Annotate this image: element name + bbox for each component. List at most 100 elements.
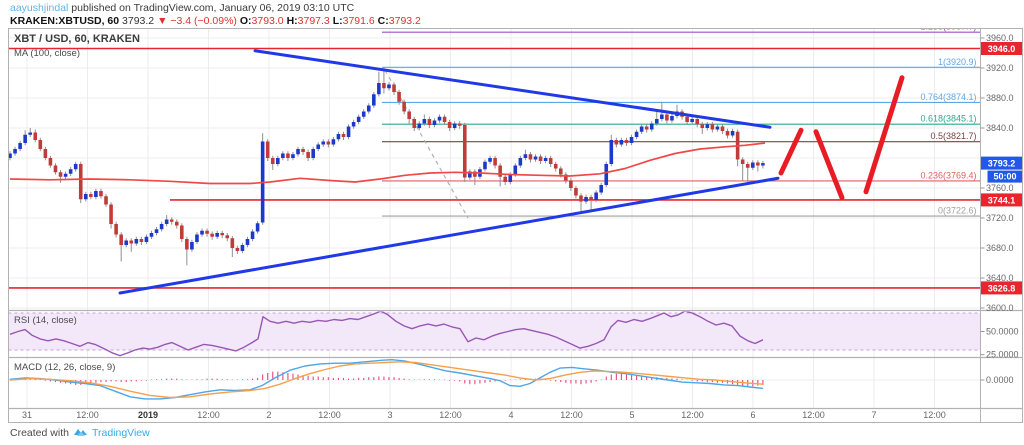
candle-body-up xyxy=(488,158,492,162)
candle xyxy=(488,155,492,164)
candle xyxy=(654,110,659,126)
price-axis-label-box xyxy=(981,42,1022,55)
candle-body-up xyxy=(508,174,513,182)
candle xyxy=(164,215,169,227)
candle-body-down xyxy=(720,126,725,131)
fib-level-label: 1.236(3967.7) xyxy=(920,22,976,32)
candle-body-up xyxy=(356,116,361,122)
price-axis-label-box xyxy=(981,193,1022,207)
candle-body-up xyxy=(518,158,523,166)
candle xyxy=(690,116,694,125)
candle xyxy=(756,160,760,172)
candle xyxy=(296,146,300,157)
candle xyxy=(705,122,710,131)
candle xyxy=(89,191,93,200)
candle xyxy=(407,109,411,125)
candle xyxy=(457,121,462,129)
candle-body-up xyxy=(23,134,27,143)
candle-body-down xyxy=(624,140,629,143)
candle-body-down xyxy=(756,162,760,166)
candle xyxy=(174,219,179,229)
candle xyxy=(245,236,250,248)
candle xyxy=(260,133,265,225)
candle xyxy=(265,139,270,161)
price-axis-label-text: 3946.0 xyxy=(988,44,1016,54)
candle-body-down xyxy=(220,233,225,236)
candle-body-down xyxy=(685,116,689,122)
candle-body-down xyxy=(58,172,63,177)
candle-body-up xyxy=(276,158,280,164)
candle-body-down xyxy=(695,119,700,125)
candle xyxy=(468,169,472,180)
candle-body-up xyxy=(649,123,654,130)
candle-body-up xyxy=(594,192,598,200)
candle-body-up xyxy=(94,191,98,197)
candle xyxy=(624,137,629,146)
candle-body-up xyxy=(68,169,73,174)
candle xyxy=(584,194,588,204)
candle xyxy=(53,163,58,175)
outer-frame xyxy=(8,28,1023,423)
candle-body-down xyxy=(326,141,331,145)
candles-series xyxy=(8,67,765,266)
candle-body-up xyxy=(28,132,33,135)
candle xyxy=(493,155,497,169)
rsi-legend: RSI (14, close) xyxy=(14,315,77,326)
candle xyxy=(579,193,583,213)
candle-body-down xyxy=(397,92,401,102)
last-price-box xyxy=(981,156,1022,170)
candle xyxy=(276,155,280,167)
price-axis-tick-label: 3640.0 xyxy=(986,273,1014,283)
tradingview-logo-icon xyxy=(73,429,87,436)
candle xyxy=(331,137,336,147)
candle xyxy=(63,171,68,179)
candle-body-up xyxy=(8,153,12,158)
candle xyxy=(154,227,159,236)
candle-body-down xyxy=(402,101,406,112)
candle xyxy=(473,169,477,185)
candle-body-up xyxy=(432,120,437,125)
candle xyxy=(250,229,255,242)
candle-body-up xyxy=(543,158,548,161)
candle xyxy=(144,234,149,245)
candle-body-down xyxy=(225,235,230,239)
candle-body-down xyxy=(442,116,447,122)
footer-created-text: Created with xyxy=(10,426,69,439)
quote-part: 3793.2 xyxy=(388,14,421,27)
candle xyxy=(255,221,260,234)
candle xyxy=(341,131,346,140)
candle xyxy=(240,242,245,254)
candle-body-up xyxy=(654,119,659,124)
candle-body-down xyxy=(498,165,502,177)
candle-body-up xyxy=(134,239,139,244)
candle-body-down xyxy=(725,131,730,136)
candle xyxy=(710,122,715,133)
quote-part: 3793.2 xyxy=(119,14,158,27)
countdown-text: 50:00 xyxy=(993,172,1016,182)
candle xyxy=(387,82,391,91)
candle-body-down xyxy=(493,158,497,166)
candle xyxy=(109,202,113,229)
tradingview-brand-link[interactable]: TradingView xyxy=(91,426,150,439)
candle-body-up xyxy=(422,119,427,124)
candle-body-up xyxy=(245,239,250,245)
candle xyxy=(745,161,750,185)
time-axis: 31 12:00 2019 12:00 2 12:00 3 12:00 4 12:00 5 12:00… xyxy=(22,410,946,420)
candle-body-up xyxy=(468,171,472,178)
candle-body-up xyxy=(533,156,538,160)
candle-body-down xyxy=(462,125,467,178)
countdown-box xyxy=(987,170,1022,183)
candle xyxy=(564,172,568,184)
time-axis-label: 5 xyxy=(629,410,634,420)
candle xyxy=(78,161,83,203)
candle-body-up xyxy=(660,114,664,119)
candle-body-up xyxy=(255,223,260,232)
candle xyxy=(361,109,366,119)
ma-legend: MA (100, close) xyxy=(14,48,80,59)
fib-level-label: 0.764(3874.1) xyxy=(920,92,976,102)
author-link[interactable]: aayushjindal xyxy=(10,2,69,14)
candle-body-down xyxy=(457,123,462,126)
drawn-arrow xyxy=(813,129,845,201)
candle-body-down xyxy=(265,141,270,158)
candle xyxy=(629,134,634,146)
